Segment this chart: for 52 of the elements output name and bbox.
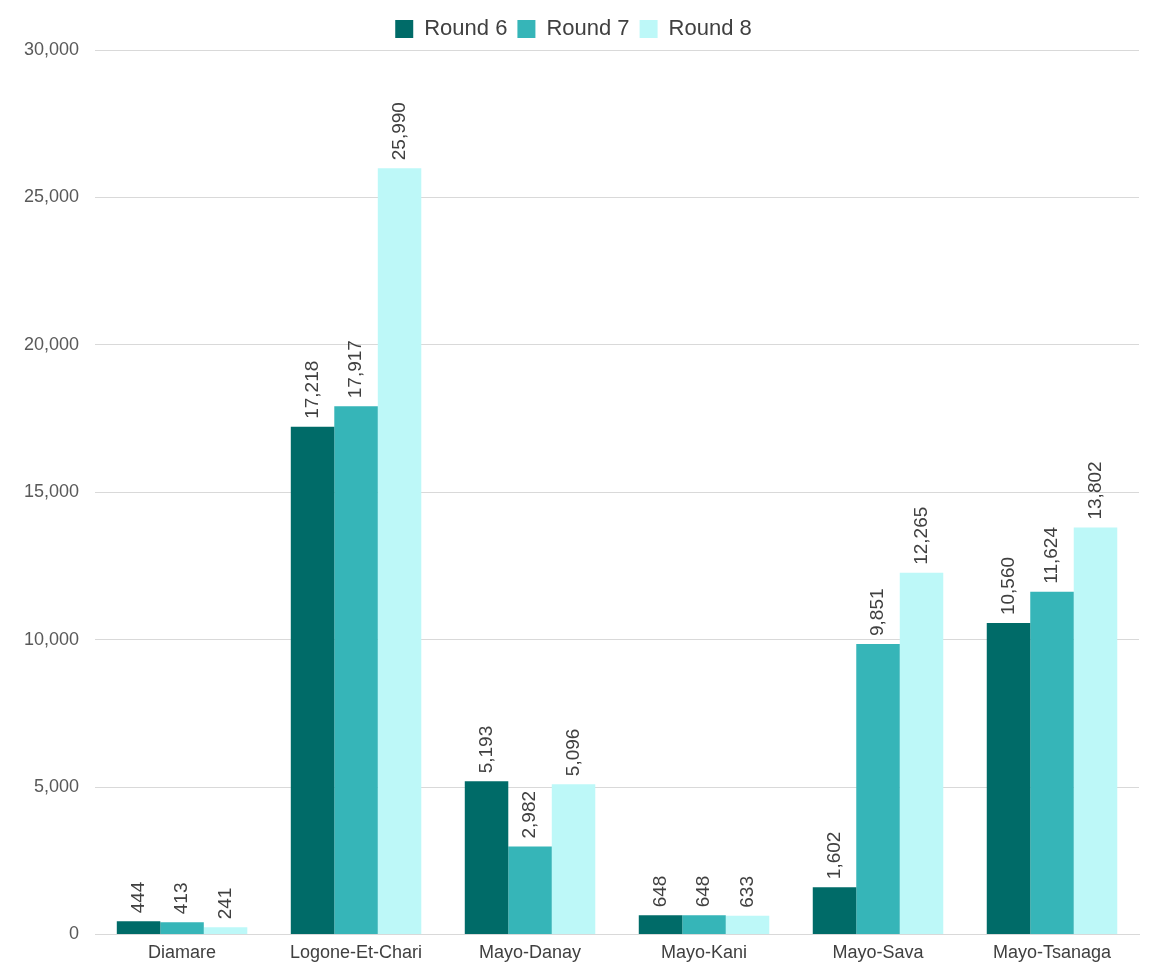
y-tick-label: 30,000 bbox=[23, 38, 80, 59]
data-label: 11,624 bbox=[1040, 526, 1062, 584]
bar bbox=[464, 781, 509, 934]
bar bbox=[899, 572, 944, 934]
x-tick-label: Mayo-Tsanaga bbox=[992, 942, 1113, 963]
y-tick-label: 0 bbox=[69, 923, 80, 944]
bar bbox=[290, 426, 335, 934]
bar bbox=[682, 915, 726, 934]
y-tick-label: 15,000 bbox=[23, 481, 80, 502]
bar bbox=[203, 927, 248, 934]
bar bbox=[334, 406, 378, 934]
y-tick-label: 20,000 bbox=[23, 333, 80, 354]
x-tick-label: Mayo-Kani bbox=[661, 942, 748, 963]
bar bbox=[1073, 527, 1118, 934]
data-label: 17,917 bbox=[344, 340, 366, 399]
legend-label: Round 7 bbox=[546, 15, 630, 41]
data-label: 17,218 bbox=[300, 360, 322, 419]
data-label: 648 bbox=[648, 875, 670, 908]
legend-label: Round 6 bbox=[424, 15, 508, 41]
bar bbox=[638, 915, 683, 934]
data-label: 2,982 bbox=[518, 790, 540, 839]
bar bbox=[551, 784, 596, 934]
bar bbox=[725, 915, 770, 934]
data-label: 25,990 bbox=[387, 102, 409, 161]
data-label: 12,265 bbox=[909, 506, 931, 565]
x-tick-label: Diamare bbox=[148, 942, 217, 963]
x-tick-label: Mayo-Danay bbox=[479, 942, 582, 963]
data-label: 5,193 bbox=[474, 725, 496, 774]
y-tick-label: 5,000 bbox=[34, 775, 80, 796]
x-tick-label: Mayo-Sava bbox=[832, 942, 925, 963]
data-label: 1,602 bbox=[822, 831, 844, 880]
data-label: 444 bbox=[126, 881, 148, 914]
bar bbox=[116, 921, 161, 934]
y-tick-label: 10,000 bbox=[23, 628, 80, 649]
data-label: 5,096 bbox=[561, 728, 583, 777]
bar bbox=[812, 887, 857, 934]
data-label: 10,560 bbox=[996, 556, 1018, 616]
data-label: 241 bbox=[213, 887, 235, 920]
x-tick-label: Logone-Et-Chari bbox=[290, 942, 423, 963]
bar bbox=[377, 168, 422, 934]
data-label: 413 bbox=[170, 882, 192, 915]
data-label: 13,802 bbox=[1083, 461, 1105, 520]
legend-label: Round 8 bbox=[668, 15, 752, 41]
data-label: 9,851 bbox=[866, 588, 888, 636]
bar bbox=[856, 643, 900, 934]
y-tick-label: 25,000 bbox=[23, 186, 80, 207]
data-label: 633 bbox=[735, 876, 757, 908]
bar bbox=[160, 922, 204, 934]
bar bbox=[508, 846, 552, 934]
bar bbox=[986, 623, 1031, 934]
data-label: 648 bbox=[692, 875, 714, 908]
bar bbox=[1030, 591, 1074, 934]
